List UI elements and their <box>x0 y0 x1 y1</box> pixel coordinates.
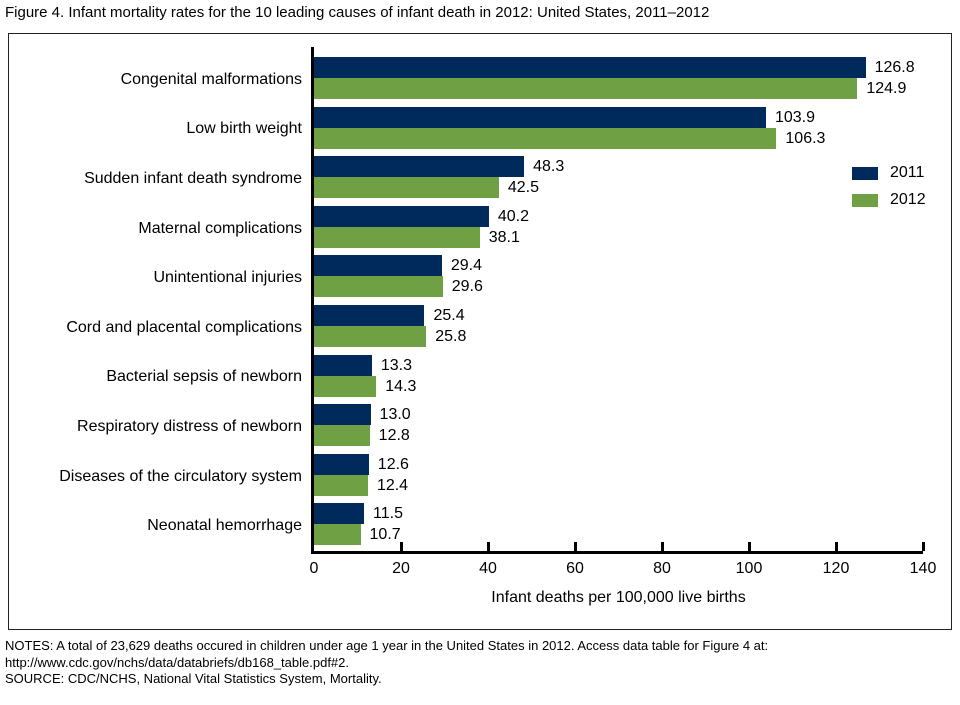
bar-2012 <box>314 375 377 397</box>
legend-swatch-2011 <box>852 167 878 180</box>
legend: 2011 2012 <box>852 164 942 218</box>
plot-area: Congenital malformations 126.8 124.9 Low bi… <box>9 34 951 629</box>
value-label: 10.7 <box>369 526 401 544</box>
figure-title: Figure 4. Infant mortality rates for the… <box>5 4 710 21</box>
axis-tick-label: 120 <box>822 560 850 577</box>
bar-2011 <box>314 503 365 525</box>
bar-2011 <box>314 106 766 128</box>
category-label: Bacterial sepsis of newborn <box>106 368 302 386</box>
value-label: 42.5 <box>507 179 540 197</box>
value-label: 25.8 <box>435 328 467 345</box>
bar-2011 <box>314 305 425 326</box>
value-label: 12.6 <box>377 455 409 473</box>
chart-frame: Congenital malformations 126.8 124.9 Low bi… <box>8 33 952 630</box>
bar-2012 <box>314 474 368 496</box>
value-label: 12.8 <box>378 427 410 445</box>
axis-tick <box>921 542 925 551</box>
axis-tick-label: 20 <box>392 560 410 577</box>
bar-2012 <box>314 127 777 149</box>
legend-item-2012: 2012 <box>852 191 942 211</box>
axis-tick-label: 100 <box>735 560 763 577</box>
value-label: 11.5 <box>373 505 403 523</box>
value-label: 126.8 <box>874 59 915 76</box>
x-axis-line <box>311 551 923 554</box>
y-axis-line <box>311 47 314 554</box>
legend-label-2011: 2011 <box>890 164 925 181</box>
notes-line-1: NOTES: A total of 23,629 deaths occured … <box>5 638 769 653</box>
notes-line-2: http://www.cdc.gov/nchs/data/databriefs/… <box>5 654 350 670</box>
notes-block: NOTES: A total of 23,629 deaths occured … <box>5 638 768 688</box>
bar-2012 <box>314 226 480 248</box>
bar-2012 <box>314 177 499 199</box>
bar-2012 <box>314 326 427 347</box>
bar-2011 <box>314 255 442 277</box>
x-axis-title: Infant deaths per 100,000 live births <box>491 589 746 606</box>
axis-tick <box>573 542 577 551</box>
value-label: 38.1 <box>488 228 520 246</box>
bar-2011 <box>314 354 372 376</box>
value-label: 12.4 <box>376 476 409 494</box>
axis-tick <box>660 542 664 551</box>
axis-tick-label: 40 <box>479 560 497 577</box>
category-label: Neonatal hemorrhage <box>147 517 302 535</box>
axis-tick-label: 80 <box>653 560 671 577</box>
category-label: Maternal complications <box>138 219 302 237</box>
value-label: 13.3 <box>380 356 412 374</box>
category-label: Sudden infant death syndrome <box>84 170 302 187</box>
bar-2012 <box>314 78 858 99</box>
value-label: 124.9 <box>866 80 907 97</box>
axis-tick-label: 60 <box>566 560 584 577</box>
category-label: Respiratory distress of newborn <box>77 418 302 435</box>
value-label: 40.2 <box>497 207 529 225</box>
bar-2011 <box>314 205 489 227</box>
category-label: Diseases of the circulatory system <box>59 467 302 485</box>
axis-tick <box>834 542 838 551</box>
legend-label-2012: 2012 <box>890 191 926 208</box>
category-label: Unintentional injuries <box>153 269 302 287</box>
notes-line-3: SOURCE: CDC/NCHS, National Vital Statist… <box>5 671 382 686</box>
bar-2011 <box>314 57 866 78</box>
value-label: 103.9 <box>774 108 815 126</box>
category-label: Congenital malformations <box>120 70 302 88</box>
category-label: Cord and placental complications <box>66 318 302 336</box>
value-label: 106.3 <box>785 129 826 147</box>
bar-2012 <box>314 276 443 298</box>
value-label: 14.3 <box>385 377 417 395</box>
bar-2011 <box>314 453 369 475</box>
value-label: 13.0 <box>379 406 411 424</box>
axis-tick-label: 0 <box>309 560 319 577</box>
axis-tick <box>486 542 490 551</box>
axis-tick-label: 140 <box>909 560 937 577</box>
value-label: 25.4 <box>433 307 465 324</box>
value-label: 29.4 <box>450 257 483 275</box>
bar-2011 <box>314 404 371 426</box>
bar-2011 <box>314 156 525 178</box>
value-label: 48.3 <box>533 158 565 176</box>
legend-swatch-2012 <box>852 194 878 207</box>
bar-2012 <box>314 425 370 447</box>
axis-tick <box>747 542 751 551</box>
axis-tick <box>399 542 403 551</box>
value-label: 29.6 <box>451 278 483 296</box>
legend-item-2011: 2011 <box>852 164 942 184</box>
bar-2012 <box>314 524 361 546</box>
category-label: Low birth weight <box>186 120 302 138</box>
